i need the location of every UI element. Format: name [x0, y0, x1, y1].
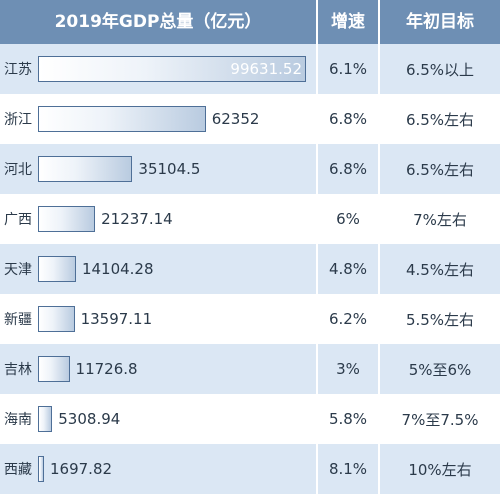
table-row: 河北 35104.5 6.8% 6.5%左右	[0, 144, 500, 194]
gdp-bar	[38, 206, 96, 232]
gdp-bar	[38, 106, 206, 132]
region-label: 吉林	[4, 362, 32, 378]
growth-rate: 6.8%	[328, 110, 368, 128]
target-rate: 6.5%左右	[405, 160, 475, 179]
growth-rate: 6.2%	[328, 310, 368, 328]
growth-rate: 3%	[336, 360, 360, 378]
gdp-bar	[38, 406, 53, 432]
gdp-bar	[38, 356, 70, 382]
target-rate: 5.5%左右	[405, 310, 475, 329]
table-row: 新疆 13597.11 6.2% 5.5%左右	[0, 294, 500, 344]
growth-rate: 8.1%	[328, 460, 368, 478]
target-rate: 6.5%左右	[405, 110, 475, 129]
gdp-value-label: 21237.14	[101, 210, 173, 228]
table-row: 海南 5308.94 5.8% 7%至7.5%	[0, 394, 500, 444]
gdp-bar	[38, 56, 306, 82]
gdp-value-label: 99631.52	[230, 60, 302, 78]
table-row: 吉林 11726.8 3% 5%至6%	[0, 344, 500, 394]
region-label: 江苏	[4, 62, 32, 78]
region-label: 浙江	[4, 112, 32, 128]
table-row: 江苏 99631.52 6.1% 6.5%以上	[0, 44, 500, 94]
gdp-bar	[38, 156, 133, 182]
header-gdp-title: 2019年GDP总量（亿元）	[54, 12, 262, 32]
region-label: 河北	[4, 162, 32, 178]
target-rate: 5%至6%	[408, 360, 472, 379]
growth-rate: 4.8%	[328, 260, 368, 278]
growth-rate: 6%	[336, 210, 360, 228]
target-rate: 6.5%以上	[405, 60, 475, 79]
gdp-value-label: 13597.11	[80, 310, 153, 328]
target-rate: 10%左右	[408, 460, 472, 479]
target-rate: 7%至7.5%	[401, 410, 479, 429]
header-target: 年初目标	[406, 12, 474, 32]
region-label: 新疆	[4, 312, 32, 328]
growth-rate: 6.1%	[328, 60, 368, 78]
growth-rate: 5.8%	[328, 410, 368, 428]
gdp-value-label: 14104.28	[81, 260, 154, 278]
table-row: 浙江 62352 6.8% 6.5%左右	[0, 94, 500, 144]
gdp-value-label: 5308.94	[58, 410, 121, 428]
column-divider-2	[378, 0, 380, 494]
table-row: 天津 14104.28 4.8% 4.5%左右	[0, 244, 500, 294]
target-rate: 7%左右	[413, 210, 467, 229]
table-row: 西藏 1697.82 8.1% 10%左右	[0, 444, 500, 494]
gdp-value-label: 1697.82	[50, 460, 113, 478]
gdp-bar	[38, 456, 44, 482]
table-row: 广西 21237.14 6% 7%左右	[0, 194, 500, 244]
growth-rate: 6.8%	[328, 160, 368, 178]
region-label: 西藏	[4, 462, 32, 478]
region-label: 广西	[4, 212, 32, 228]
gdp-bar	[38, 256, 76, 282]
header-growth: 增速	[331, 12, 365, 32]
gdp-bar	[38, 306, 75, 332]
region-label: 海南	[4, 412, 32, 428]
gdp-value-label: 62352	[211, 110, 260, 128]
table-header: 2019年GDP总量（亿元） 增速 年初目标	[0, 0, 500, 44]
gdp-value-label: 35104.5	[138, 160, 201, 178]
gdp-value-label: 11726.8	[75, 360, 138, 378]
target-rate: 4.5%左右	[405, 260, 475, 279]
region-label: 天津	[4, 262, 32, 278]
column-divider-1	[316, 0, 318, 494]
